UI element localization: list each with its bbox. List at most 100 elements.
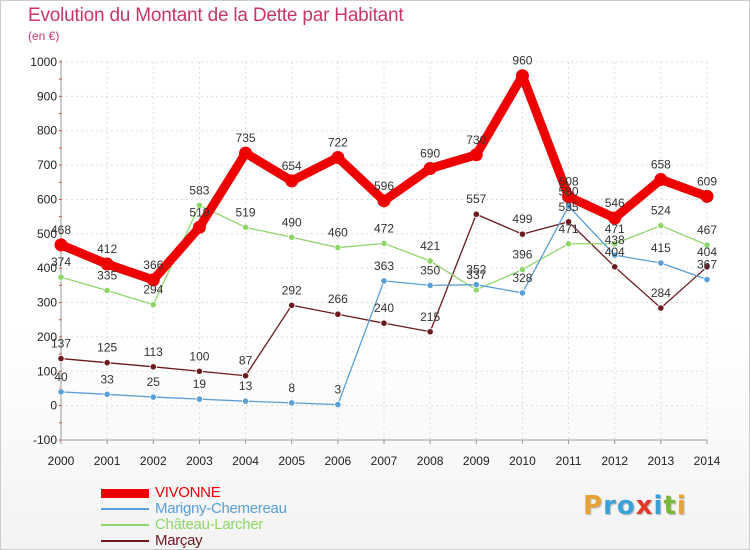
data-label: 33 [100,372,114,386]
x-tick-label: 2011 [556,454,582,468]
data-point [469,148,483,162]
data-point [149,393,157,401]
data-label: 284 [651,286,671,300]
chart-title: Evolution du Montant de la Dette par Hab… [28,5,404,26]
data-label: 580 [559,184,579,198]
data-point [288,301,296,309]
data-point [703,275,711,284]
y-tick-label: 600 [37,192,57,206]
data-point [331,151,345,165]
legend-item: Château-Larcher [101,516,361,533]
legend-item: VIVONNE [101,484,361,501]
y-tick-label: 500 [37,227,57,241]
series-chateau-larcher [57,201,711,309]
series-vivonne [54,69,714,287]
data-label: 735 [236,131,256,145]
data-point [146,273,160,287]
data-label: 438 [605,233,625,247]
data-point [195,201,204,209]
x-tick-label: 2000 [48,454,75,468]
x-tick-label: 2012 [601,454,628,468]
logo-letter: o [616,491,636,521]
legend-label: Marigny-Chemereau [155,500,287,517]
data-label: 350 [420,263,440,277]
legend-swatch [101,524,149,526]
data-label: 412 [97,242,117,256]
data-point [334,310,342,318]
data-point [241,223,250,231]
data-label: 608 [559,175,579,189]
data-label: 690 [420,147,440,161]
data-label: 421 [420,239,440,253]
data-label: 25 [147,375,161,389]
data-point [700,189,714,203]
data-label: 609 [697,174,717,188]
data-point [426,257,434,265]
data-label: 596 [374,179,394,193]
data-point [703,263,711,271]
data-point [611,263,619,271]
data-label: 328 [512,271,532,285]
x-tick-label: 2003 [186,454,213,468]
data-label: 125 [97,341,117,355]
data-label: 366 [143,258,163,272]
data-label: 583 [189,183,209,197]
logo-letter: x [635,491,654,521]
data-label: 415 [651,241,671,255]
legend-label: Marçay [155,532,203,549]
data-label: 352 [466,263,486,277]
data-point [57,388,65,396]
data-label: 292 [282,283,302,297]
data-label: 471 [605,222,625,236]
data-label: 266 [328,292,348,306]
x-tick-label: 2005 [278,454,305,468]
chart-unit: (en €) [28,29,60,43]
data-point [611,251,619,259]
series-layer [54,69,714,409]
legend-item: Marçay [101,532,361,549]
data-label: 722 [328,136,348,150]
data-label: 40 [54,370,68,384]
y-tick-label: 900 [37,89,57,103]
data-label: 471 [559,222,579,236]
data-point [195,367,204,375]
data-point [334,401,342,409]
logo-letter: t [663,491,677,521]
data-label: 535 [559,200,579,214]
data-point [657,304,665,312]
legend-swatch [101,508,149,510]
data-label: 460 [328,226,348,240]
logo-letter: i [653,491,664,521]
x-tick-label: 2004 [232,454,259,468]
data-label: 367 [697,258,717,272]
data-label: 557 [466,192,486,206]
y-tick-label: 700 [37,158,57,172]
data-point [288,399,296,407]
data-label: 8 [288,381,295,395]
data-label: 215 [420,310,440,324]
data-label: 654 [282,159,302,173]
data-point [195,395,204,403]
data-label: 113 [144,345,163,359]
axes: -100 0 100 200 300 400 500 600 700 800 900 1000 2000… [30,55,720,468]
data-label: 87 [239,354,253,368]
data-point [657,259,665,267]
series-marcay [57,210,711,380]
x-tick-label: 2006 [325,454,352,468]
data-point [285,174,299,188]
data-label: 519 [236,205,256,219]
logo-letter: P [583,491,604,521]
x-tick-label: 2013 [648,454,675,468]
data-point [562,190,576,204]
grid [60,61,708,441]
x-tick-label: 2010 [509,454,536,468]
data-point [611,240,619,248]
data-point [426,281,434,289]
data-label: 519 [189,205,209,219]
data-point [423,162,437,176]
data-label: 294 [143,283,163,297]
data-point [472,281,480,289]
legend-label: Château-Larcher [155,516,264,533]
x-tick-label: 2007 [371,454,398,468]
